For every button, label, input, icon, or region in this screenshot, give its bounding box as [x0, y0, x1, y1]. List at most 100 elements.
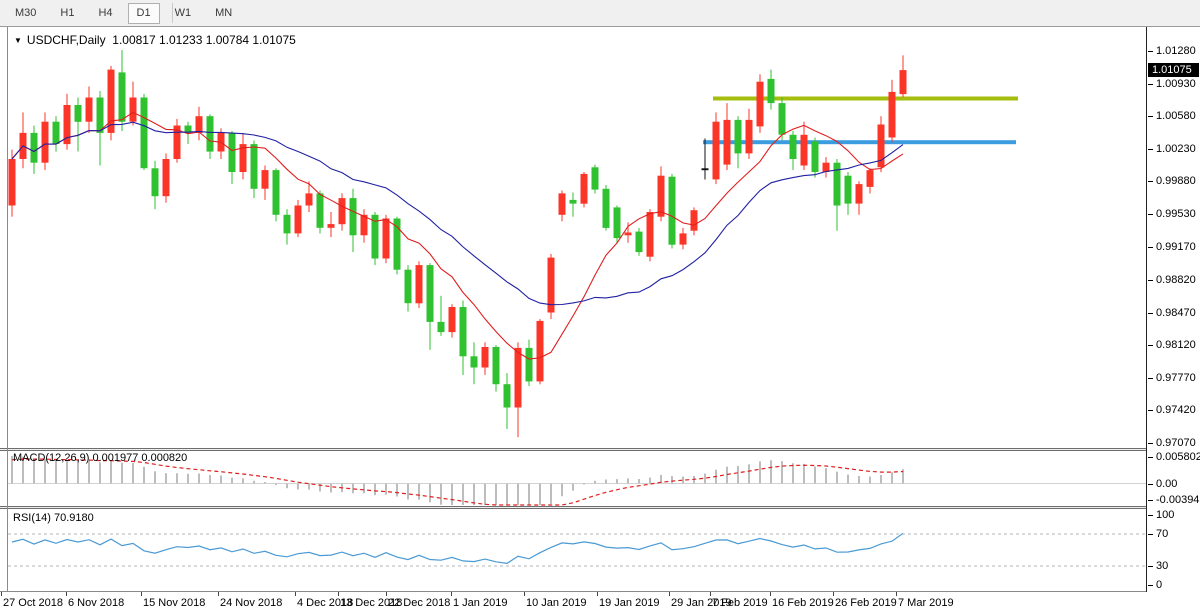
macd-axis-zero: 0.00	[1156, 477, 1178, 490]
date-tick-mark	[710, 592, 711, 596]
macd-pane[interactable]	[8, 451, 1146, 506]
date-label: 27 Oct 2018	[3, 597, 63, 609]
price-tick-label: 1.00230	[1156, 143, 1196, 155]
candles	[8, 50, 907, 438]
price-tick-label: 1.00580	[1156, 110, 1196, 122]
price-tick-label: 0.98120	[1156, 339, 1196, 351]
price-tick-mark	[1148, 410, 1153, 411]
price-tick-label: 0.97070	[1156, 437, 1196, 449]
date-label: 26 Feb 2019	[835, 597, 897, 609]
price-tick-label: 0.97420	[1156, 404, 1196, 416]
date-label: 22 Dec 2018	[388, 597, 451, 609]
price-tick-label: 0.99170	[1156, 241, 1196, 253]
toolbar-separator	[172, 3, 173, 23]
macd-svg	[8, 455, 1146, 506]
macd-indicator-label: MACD(12,26,9) 0.001977 0.000820	[13, 452, 188, 464]
date-axis[interactable]: 27 Oct 2018 6 Nov 2018 15 Nov 2018 24 Nov 2…	[0, 592, 1146, 614]
price-tick-mark	[1148, 345, 1153, 346]
price-tick-mark	[1148, 181, 1153, 182]
price-tick-label: 1.00930	[1156, 78, 1196, 90]
price-tick-mark	[1148, 378, 1153, 379]
macd-signal-line	[11, 458, 904, 506]
date-tick-mark	[1, 592, 2, 596]
rsi-pane[interactable]	[8, 509, 1146, 591]
timeframe-button-D1[interactable]: D1	[127, 3, 160, 24]
price-axis[interactable]: 1.01280 1.00930 1.00580 1.00230 0.99880 0.995…	[1147, 27, 1200, 592]
price-tick-label: 0.99530	[1156, 208, 1196, 220]
ma-9-line	[11, 111, 904, 360]
candlestick-svg	[8, 50, 1018, 438]
macd-axis-min: -0.003945	[1156, 494, 1200, 506]
pane-splitter[interactable]	[0, 448, 1200, 451]
date-label: 13 Dec 2018	[340, 597, 403, 609]
rsi-axis-100-tick-mark	[1148, 515, 1153, 516]
date-label: 4 Dec 2018	[297, 597, 354, 609]
timeframe-button-H1[interactable]: H1	[60, 7, 75, 19]
date-tick-mark	[896, 592, 897, 596]
rsi-axis-70-tick-mark	[1148, 534, 1153, 535]
date-label: 1 Jan 2019	[453, 597, 508, 609]
price-tick-mark	[1148, 51, 1153, 52]
rsi-axis-30: 30	[1156, 560, 1169, 572]
macd-axis-max: 0.005802	[1156, 451, 1200, 463]
chart-title: ▼ USDCHF,Daily 1.00817 1.01233 1.00784 1.…	[14, 33, 296, 47]
date-label: 29 Jan 2019	[671, 597, 732, 609]
date-label: 19 Jan 2019	[599, 597, 660, 609]
horizontal-line-object[interactable]	[703, 140, 1016, 145]
symbol-dropdown-icon[interactable]: ▼	[14, 36, 22, 45]
macd-axis-zero-tick-mark	[1148, 483, 1153, 485]
price-tick-label: 0.98470	[1156, 307, 1196, 319]
date-label: 24 Nov 2018	[220, 597, 283, 609]
price-tick-mark	[1148, 280, 1153, 281]
price-tick-mark	[1148, 116, 1153, 117]
candlestick-chart[interactable]	[8, 28, 1146, 448]
price-tick-mark	[1148, 247, 1153, 248]
date-tick-mark	[597, 592, 598, 596]
horizontal-line-object[interactable]	[713, 96, 1018, 101]
macd-axis-max-tick-mark	[1148, 457, 1153, 458]
date-tick-mark	[218, 592, 219, 596]
timeframe-toolbar: M30 H1 H4 D1 W1 MN	[0, 0, 1200, 27]
price-tick-mark	[1148, 84, 1153, 85]
date-tick-mark	[451, 592, 452, 596]
rsi-axis-70: 70	[1156, 528, 1169, 540]
date-label: 15 Nov 2018	[143, 597, 206, 609]
date-tick-mark	[669, 592, 670, 596]
date-tick-mark	[524, 592, 525, 596]
date-tick-mark	[338, 592, 339, 596]
rsi-indicator-label: RSI(14) 70.9180	[13, 512, 94, 524]
timeframe-button-H4[interactable]: H4	[98, 7, 113, 19]
timeframe-button-M30[interactable]: M30	[15, 7, 37, 19]
date-tick-mark	[141, 592, 142, 596]
macd-axis-min-tick-mark	[1148, 500, 1153, 501]
price-tick-label: 0.98820	[1156, 274, 1196, 286]
date-label: 7 Mar 2019	[898, 597, 954, 609]
rsi-axis-0: 0	[1156, 579, 1163, 591]
pane-border	[0, 591, 1200, 592]
date-tick-mark	[770, 592, 771, 596]
rsi-svg	[8, 532, 1146, 567]
timeframe-button-W1[interactable]: W1	[174, 7, 192, 19]
price-tick-mark	[1148, 214, 1153, 215]
chart-left-border	[7, 27, 8, 592]
ma-20-line	[11, 121, 904, 306]
rsi-axis-100: 100	[1156, 509, 1175, 521]
price-tick-mark	[1148, 149, 1153, 150]
date-label: 10 Jan 2019	[526, 597, 587, 609]
pane-splitter[interactable]	[0, 506, 1200, 509]
price-tick-label: 0.99880	[1156, 175, 1196, 187]
date-label: 7 Feb 2019	[712, 597, 768, 609]
price-tick-mark	[1148, 313, 1153, 314]
rsi-line	[11, 532, 904, 565]
date-tick-mark	[833, 592, 834, 596]
symbol-name: USDCHF,Daily	[26, 33, 106, 47]
price-tick-mark	[1148, 443, 1153, 444]
price-axis-border	[1146, 27, 1147, 592]
timeframe-button-MN[interactable]: MN	[215, 7, 233, 19]
date-label: 6 Nov 2018	[68, 597, 125, 609]
price-tick-label: 0.97770	[1156, 372, 1196, 384]
price-tick-label: 1.01280	[1156, 45, 1196, 57]
current-price-badge: 1.01075	[1148, 63, 1199, 77]
date-label: 16 Feb 2019	[772, 597, 834, 609]
